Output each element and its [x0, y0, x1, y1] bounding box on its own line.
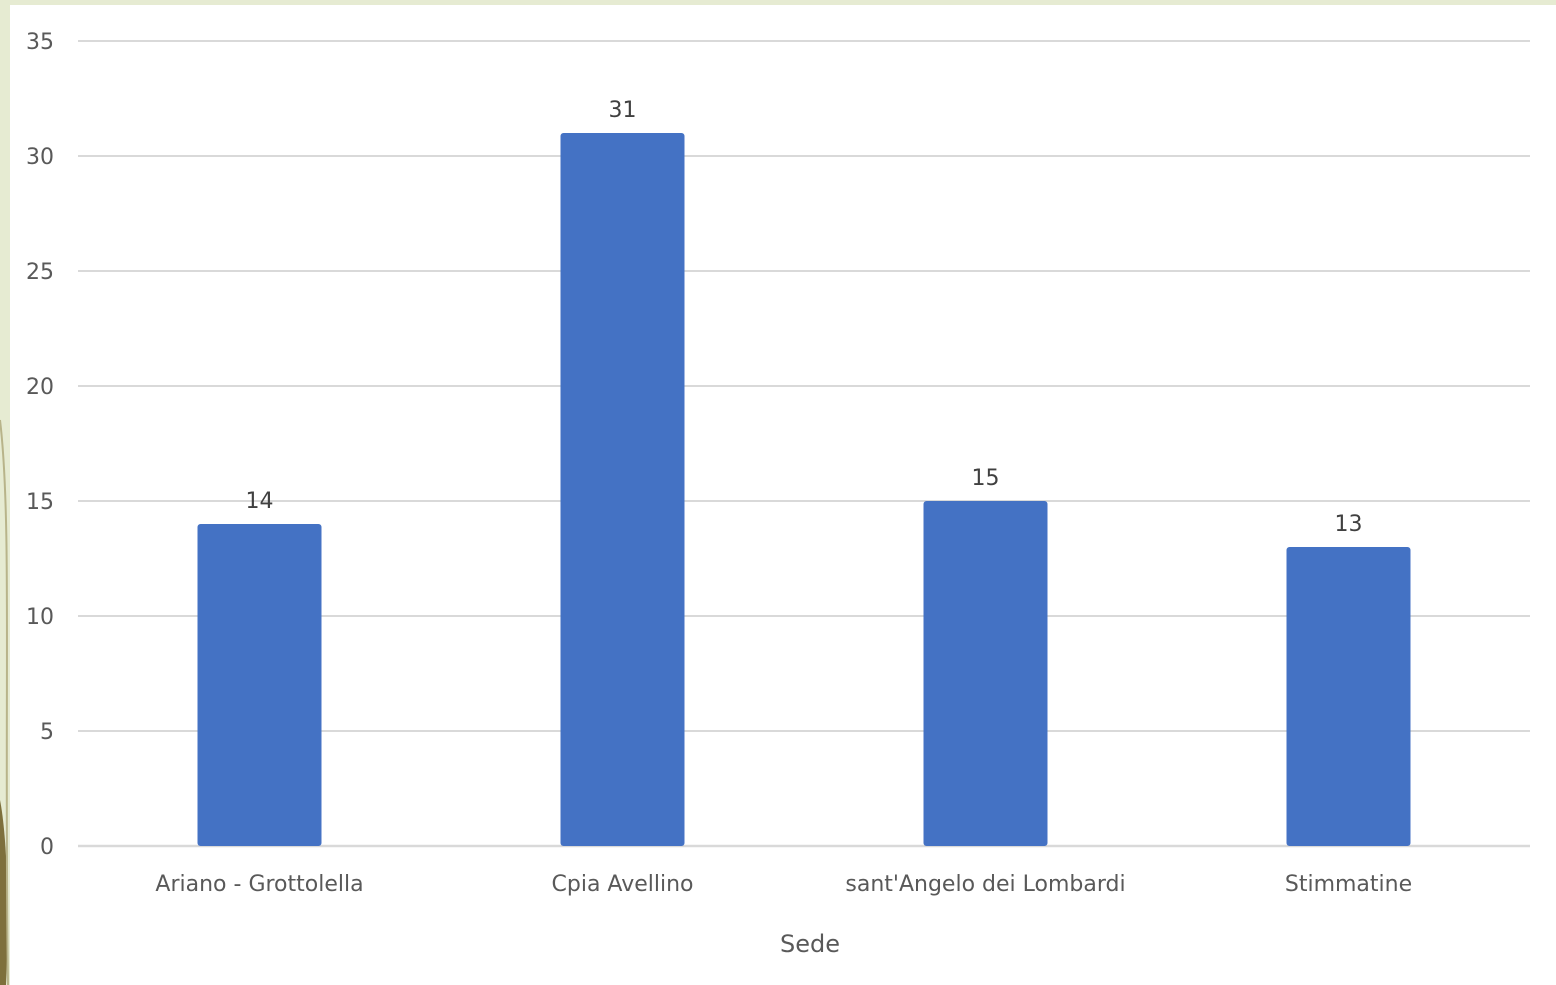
y-tick-label: 15	[26, 490, 54, 515]
bars	[197, 133, 1411, 846]
data-label: 14	[246, 489, 274, 514]
bar	[560, 133, 685, 846]
category-label: Ariano - Grottolella	[155, 872, 363, 897]
y-tick-label: 35	[26, 30, 54, 55]
data-label: 15	[972, 466, 1000, 491]
bar-chart: 0 5 10 15 20 25 30 35 Ariano - Grottolella Cpia …	[26, 30, 1530, 958]
data-label: 31	[609, 98, 637, 123]
bar	[1286, 547, 1411, 846]
y-tick-label: 25	[26, 260, 54, 285]
category-label: Cpia Avellino	[552, 872, 694, 897]
y-tick-label: 30	[26, 145, 54, 170]
category-label: sant'Angelo dei Lombardi	[845, 872, 1125, 897]
decorative-swirl	[0, 800, 8, 985]
y-tick-label: 10	[26, 605, 54, 630]
data-labels: 14 31 15 13	[246, 98, 1363, 537]
category-label: Stimmatine	[1285, 872, 1412, 897]
decorative-swirl-line	[0, 419, 9, 985]
data-label: 13	[1335, 512, 1363, 537]
x-axis-title: Sede	[780, 930, 840, 958]
y-tick-label: 0	[40, 835, 54, 860]
y-axis-ticks: 0 5 10 15 20 25 30 35	[26, 30, 54, 860]
x-axis-categories: Ariano - Grottolella Cpia Avellino sant'An…	[155, 872, 1412, 897]
chart-area: 0 5 10 15 20 25 30 35 Ariano - Grottolella Cpia …	[10, 5, 1556, 985]
bar	[923, 501, 1048, 846]
y-tick-label: 5	[40, 720, 54, 745]
bar	[197, 524, 322, 846]
y-tick-label: 20	[26, 375, 54, 400]
